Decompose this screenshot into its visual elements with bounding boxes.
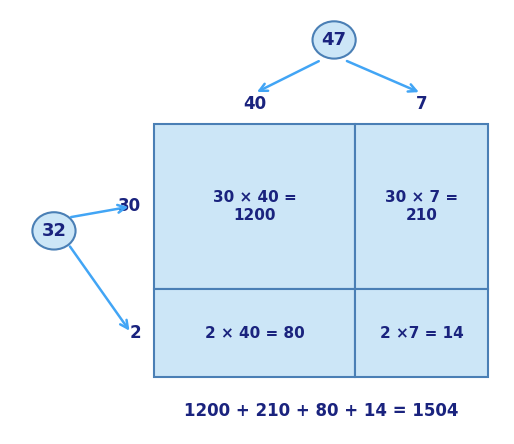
Text: 7: 7 <box>416 95 427 113</box>
Bar <box>154 289 355 377</box>
Circle shape <box>32 212 76 250</box>
Text: 2 ×7 = 14: 2 ×7 = 14 <box>380 325 463 341</box>
Text: 30 × 40 =
1200: 30 × 40 = 1200 <box>213 190 296 222</box>
Bar <box>154 124 355 289</box>
Text: 2: 2 <box>130 324 141 342</box>
Text: 32: 32 <box>42 222 66 240</box>
Text: 30 × 7 =
210: 30 × 7 = 210 <box>385 190 458 222</box>
Circle shape <box>313 21 356 59</box>
Text: 40: 40 <box>243 95 266 113</box>
Text: 1200 + 210 + 80 + 14 = 1504: 1200 + 210 + 80 + 14 = 1504 <box>184 402 458 420</box>
Text: 47: 47 <box>322 31 346 49</box>
Bar <box>355 124 488 289</box>
Bar <box>355 289 488 377</box>
Text: 30: 30 <box>118 198 141 215</box>
Text: 2 × 40 = 80: 2 × 40 = 80 <box>205 325 304 341</box>
